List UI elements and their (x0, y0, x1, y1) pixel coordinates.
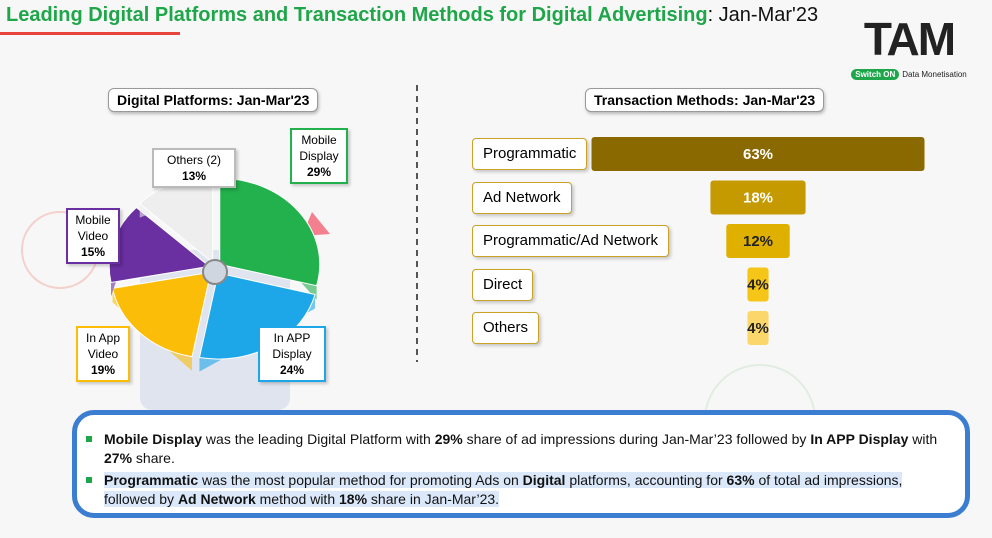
bullet-text: 29% (434, 431, 463, 447)
bullet-text: Digital (522, 472, 566, 488)
category-label: In App Video (85, 331, 121, 361)
pie-slice-side (199, 294, 316, 372)
category-label: Others (2) (166, 153, 221, 167)
bullet: Mobile Display was the leading Digital P… (86, 430, 940, 468)
title-main: Leading Digital Platforms and Transactio… (6, 4, 708, 26)
value-label: 24% (279, 363, 305, 377)
bar (726, 224, 790, 258)
bar (710, 180, 806, 215)
category-label: Mobile Display (299, 133, 339, 163)
pie-slice (219, 177, 321, 287)
bullet-text: 18% (339, 491, 368, 507)
category-label: Direct (472, 268, 534, 301)
title-period: : Jan-Mar'23 (707, 4, 819, 26)
bar (747, 267, 769, 302)
logo-tagline: Data Monetisation (902, 70, 967, 79)
summary-list: Mobile Display was the leading Digital P… (86, 430, 940, 512)
title-underline (0, 32, 180, 35)
chart-title: Transaction Methods: Jan-Mar'23 (585, 88, 825, 112)
bullet-text: with (908, 431, 938, 447)
bullet-text: Programmatic (104, 472, 199, 488)
value-label: 12% (743, 233, 773, 250)
logo-badge: Switch ON (851, 69, 900, 80)
bullet-text: of total ad impressions, followed by (104, 472, 903, 507)
category-label: Programmatic/Ad Network (472, 225, 670, 257)
category-label: Ad Network (472, 181, 572, 214)
page-title: Leading Digital Platforms and Transactio… (6, 4, 818, 27)
bullet-text: Ad Network (177, 491, 256, 507)
value-label: 63% (743, 146, 773, 163)
bullet-text: In APP Display (810, 431, 909, 447)
logo-name: TAM (863, 13, 956, 65)
bullet-text: share in Jan-Mar’23. (367, 491, 500, 507)
chart-title: Digital Platforms: Jan-Mar'23 (108, 88, 319, 112)
pie-label: In App Video 19% (76, 326, 130, 382)
bullet-text: was the leading Digital Platform with (202, 431, 435, 447)
bullet-text: share. (132, 450, 175, 466)
value-label: 19% (90, 363, 116, 377)
category-label: In APP Display (272, 331, 312, 361)
value-label: 4% (747, 320, 769, 337)
pie-label: In APP Display 24% (258, 326, 326, 382)
pie-slice-side (112, 288, 193, 371)
bullet-text: platforms, accounting for (565, 472, 727, 488)
bullet-text: method with (255, 491, 339, 507)
value-label: 18% (743, 190, 773, 207)
pie-hub (202, 259, 228, 285)
bullet-text: was the most popular method for promotin… (198, 472, 523, 488)
pie-slice (111, 271, 212, 358)
pie-label: Mobile Video 15% (66, 208, 120, 264)
bar (747, 311, 769, 345)
value-label: 13% (181, 169, 207, 183)
pie-label: Mobile Display 29% (290, 128, 348, 184)
bullet-text: share of ad impressions during Jan-Mar’2… (462, 431, 811, 447)
value-label: 4% (747, 277, 769, 294)
bullet-text: Mobile Display (104, 431, 203, 447)
highlight: Programmatic was the most popular method… (104, 472, 903, 507)
category-label: Others (472, 312, 540, 344)
bullet-text: 27% (104, 450, 133, 466)
category-label: Programmatic (472, 138, 588, 170)
bullet: Programmatic was the most popular method… (86, 471, 940, 509)
category-label: Mobile Video (75, 213, 111, 243)
bullet-text: 63% (726, 472, 755, 488)
value-label: 29% (306, 165, 332, 179)
bar (591, 137, 925, 171)
pie-label: Others (2) 13% (152, 148, 236, 188)
value-label: 15% (80, 245, 106, 259)
logo: TAM Switch ON Data Monetisation (846, 14, 972, 82)
